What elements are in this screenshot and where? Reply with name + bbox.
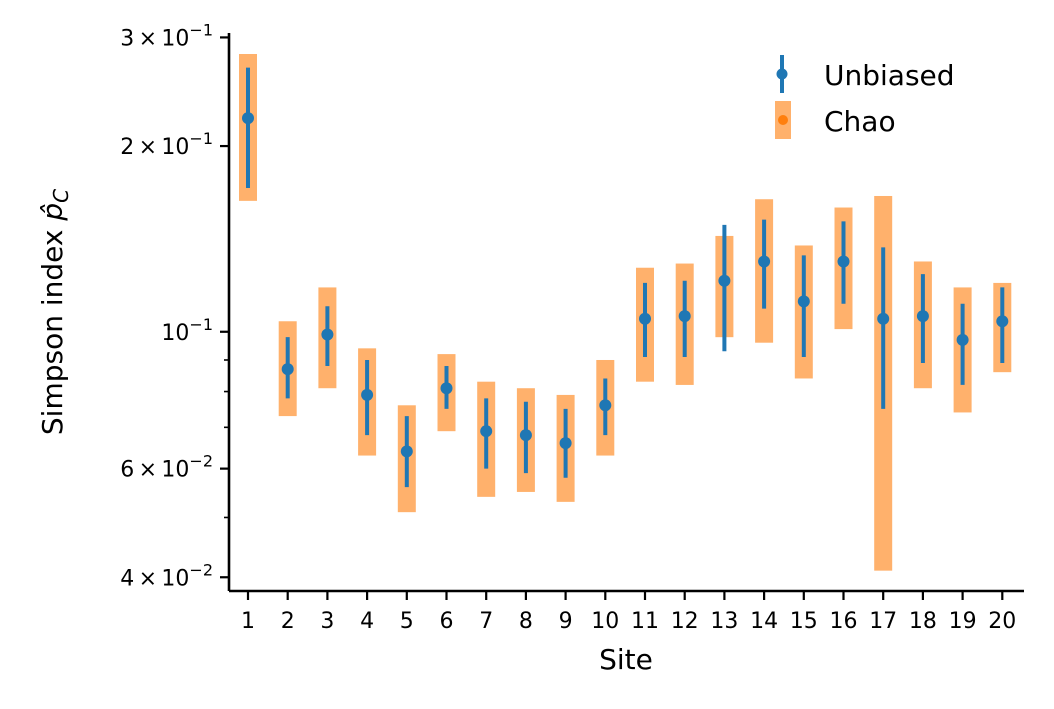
x-tick-label: 1	[241, 609, 255, 634]
unbiased-point-site-9	[559, 437, 572, 450]
unbiased-point-site-8	[519, 429, 532, 442]
y-axis-label-prefix: Simpson index	[36, 221, 69, 435]
unbiased-point-site-19	[956, 333, 969, 346]
x-axis-label: Site	[599, 643, 653, 676]
unbiased-point-site-14	[758, 255, 771, 268]
y-tick-label: 3 × 10−1	[120, 20, 213, 51]
x-tick-label: 3	[320, 609, 334, 634]
unbiased-point-site-15	[797, 295, 810, 308]
unbiased-point-site-5	[400, 445, 413, 458]
unbiased-series	[242, 67, 1009, 488]
unbiased-point-site-2	[281, 363, 294, 376]
y-ticks: 4 × 10−2 6 × 10−2 10−1 2 × 10−1 3 × 10−1	[120, 20, 229, 591]
y-tick-label: 2 × 10−1	[120, 129, 213, 160]
x-tick-label: 20	[988, 609, 1016, 634]
unbiased-point-site-16	[837, 255, 850, 268]
unbiased-point-site-13	[718, 274, 731, 287]
legend-entry-chao: Chao	[775, 101, 896, 139]
x-tick-label: 12	[671, 609, 699, 634]
unbiased-point-site-17	[877, 312, 890, 325]
legend-chao-label: Chao	[824, 105, 896, 138]
x-tick-label: 19	[949, 609, 977, 634]
y-tick-label: 10−1	[161, 315, 213, 346]
unbiased-point-site-12	[678, 310, 691, 323]
x-tick-label: 18	[909, 609, 937, 634]
axes	[227, 33, 1024, 593]
legend: Unbiased Chao	[775, 55, 955, 139]
unbiased-point-site-7	[480, 425, 493, 438]
y-tick-label: 4 × 10−2	[120, 560, 213, 591]
x-ticks: 1 2 3 4 5 6 7 8 9 10 11 12 13 14 15 16 17 18 19 20	[241, 591, 1016, 634]
x-tick-label: 5	[400, 609, 414, 634]
legend-chao-marker	[778, 115, 788, 125]
x-tick-label: 10	[591, 609, 619, 634]
unbiased-point-site-3	[321, 328, 334, 341]
unbiased-point-site-6	[440, 382, 453, 395]
unbiased-point-site-10	[599, 399, 612, 412]
x-tick-label: 2	[281, 609, 295, 634]
y-axis-label-symbol: p̂	[36, 203, 69, 222]
unbiased-point-site-18	[916, 310, 929, 323]
x-tick-label: 9	[559, 609, 573, 634]
x-tick-label: 7	[479, 609, 493, 634]
legend-unbiased-marker	[776, 68, 788, 80]
unbiased-point-site-1	[242, 112, 254, 125]
unbiased-point-site-20	[996, 315, 1009, 328]
x-tick-label: 16	[830, 609, 858, 634]
x-tick-label: 13	[710, 609, 738, 634]
y-tick-label: 6 × 10−2	[120, 452, 213, 483]
y-axis-label: Simpson index p̂C	[36, 189, 73, 435]
legend-entry-unbiased: Unbiased	[776, 55, 955, 93]
unbiased-point-site-4	[361, 388, 374, 401]
x-tick-label: 6	[440, 609, 454, 634]
x-tick-label: 4	[360, 609, 374, 634]
y-axis-label-subscript: C	[49, 189, 73, 203]
x-tick-label: 15	[790, 609, 818, 634]
unbiased-point-site-11	[639, 312, 651, 325]
x-tick-label: 14	[750, 609, 778, 634]
x-tick-label: 11	[631, 609, 659, 634]
x-tick-label: 8	[519, 609, 533, 634]
legend-unbiased-label: Unbiased	[824, 59, 955, 92]
x-tick-label: 17	[869, 609, 897, 634]
